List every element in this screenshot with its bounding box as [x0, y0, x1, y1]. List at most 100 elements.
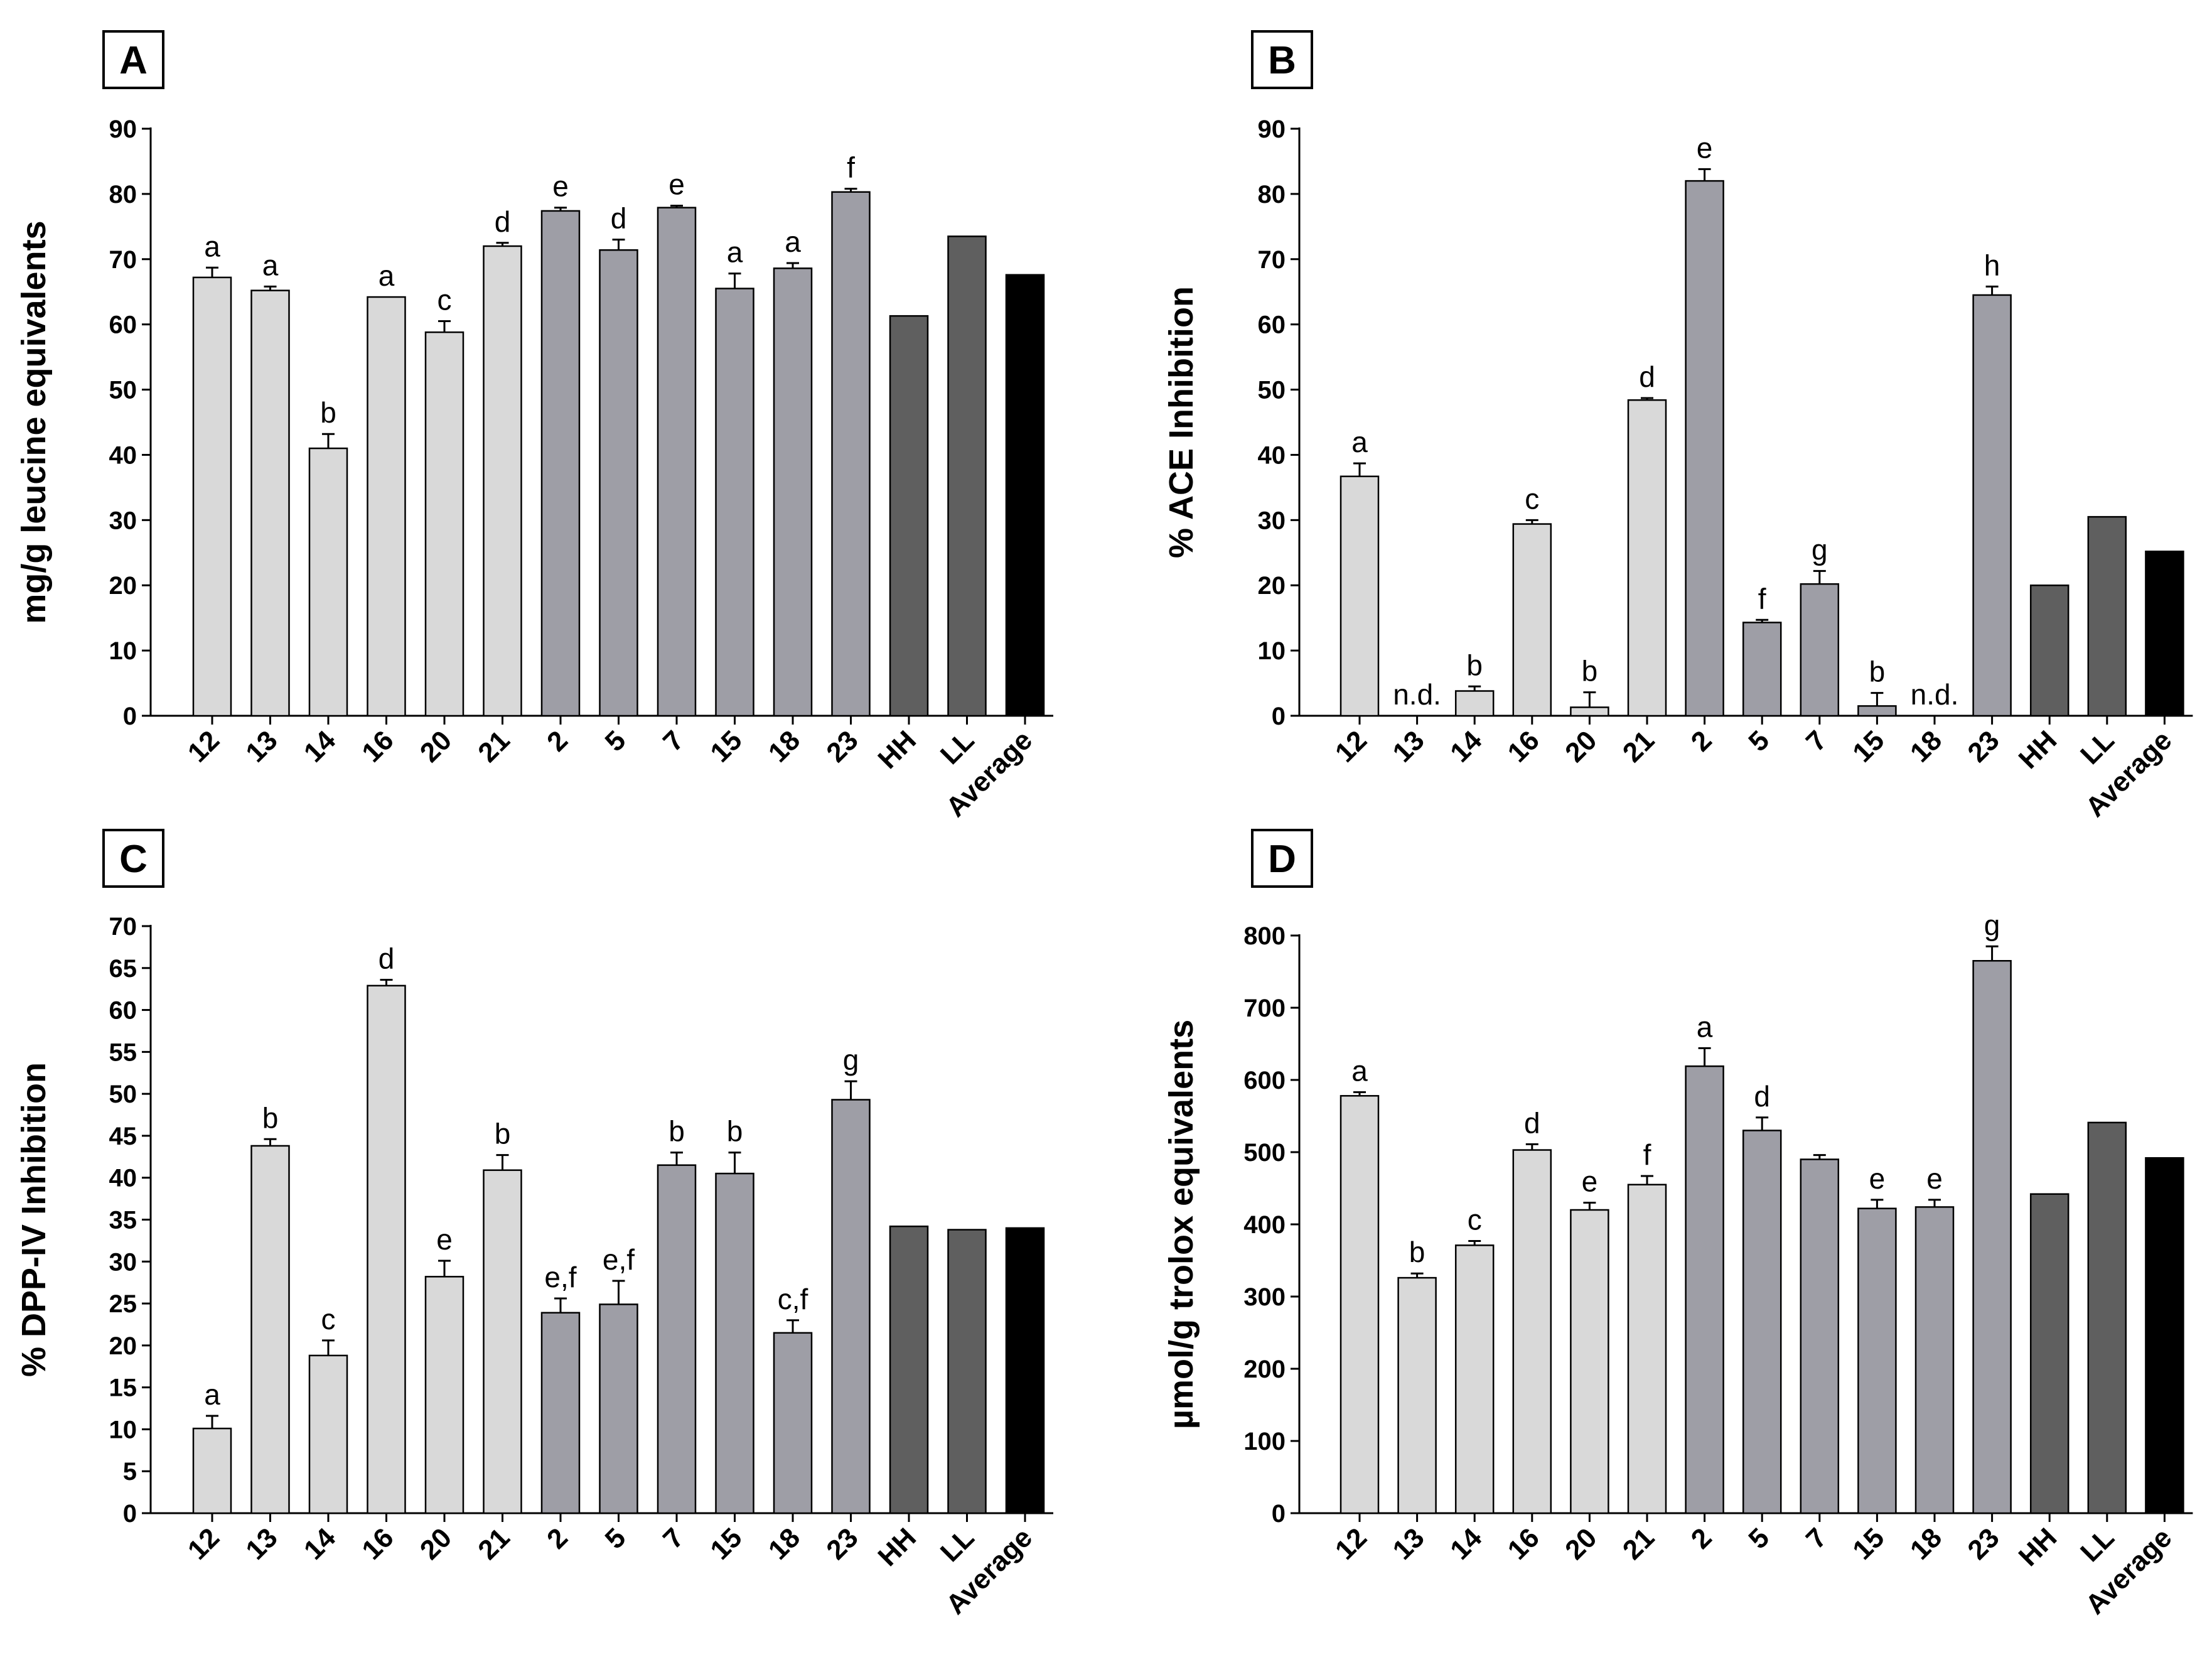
y-tick-label: 400 [1243, 1211, 1286, 1239]
significance-label: n.d. [1393, 678, 1441, 711]
significance-label: e [1869, 1162, 1886, 1195]
x-tick-label: 7 [1800, 725, 1833, 757]
x-tick-label: 2 [1685, 1522, 1718, 1555]
bar-hh [2029, 584, 2070, 717]
significance-label: f [1643, 1138, 1651, 1171]
bar-12 [192, 276, 232, 717]
significance-label: g [843, 1044, 859, 1076]
significance-label: f [847, 151, 855, 184]
x-tick-label: 21 [1617, 725, 1660, 768]
x-tick-label: 15 [1847, 725, 1890, 768]
significance-label: a [727, 236, 743, 269]
y-tick-label: 80 [109, 181, 137, 208]
bar-18 [773, 1332, 813, 1514]
x-tick-label: 15 [1847, 1522, 1890, 1565]
y-tick-label: 45 [109, 1123, 137, 1150]
bar-13 [1397, 1276, 1437, 1514]
bar-20 [424, 1276, 464, 1514]
bar-2 [1685, 1065, 1724, 1514]
significance-label: a [1351, 1055, 1368, 1087]
y-tick-label: 300 [1243, 1283, 1286, 1311]
bar-hh [889, 315, 929, 717]
y-tick-label: 700 [1243, 995, 1286, 1022]
y-tick-label: 10 [109, 637, 137, 665]
y-tick-label: 5 [123, 1458, 137, 1486]
bar-hh [2029, 1193, 2070, 1514]
y-tick-label: 55 [109, 1039, 137, 1066]
x-tick-label: 14 [1444, 1522, 1488, 1566]
x-tick-label: 15 [704, 725, 748, 768]
y-tick-label: 25 [109, 1290, 137, 1318]
x-tick-label: 5 [1742, 1522, 1775, 1555]
bar-16 [1512, 1149, 1552, 1514]
y-tick-label: 0 [1272, 1500, 1286, 1528]
bar-15 [1857, 1207, 1897, 1514]
y-axis-label: µmol/g trolox equivalents [1162, 1020, 1200, 1429]
y-tick-label: 30 [109, 1248, 137, 1276]
y-tick-label: 40 [109, 1165, 137, 1192]
significance-label: f [1758, 582, 1766, 615]
y-tick-label: 0 [1272, 703, 1286, 730]
y-axis-label: % DPP-IV Inhibition [15, 1062, 53, 1377]
y-tick-label: 60 [109, 311, 137, 339]
significance-label: b [1869, 655, 1886, 688]
y-tick-label: 20 [109, 1332, 137, 1360]
x-tick-label: 2 [541, 1522, 574, 1555]
significance-label: g [1984, 909, 2000, 941]
significance-label: e,f [603, 1243, 635, 1276]
panel-letter: D [1268, 838, 1296, 881]
y-tick-label: 10 [109, 1416, 137, 1443]
bar-7 [1800, 1158, 1840, 1514]
significance-label: d [1639, 360, 1655, 393]
bar-average [1005, 1227, 1045, 1514]
bar-5 [599, 249, 638, 717]
significance-label: c [1468, 1203, 1482, 1236]
y-tick-label: 70 [1258, 246, 1286, 274]
x-tick-label: 12 [182, 1522, 225, 1565]
y-tick-label: 90 [109, 116, 137, 143]
significance-label: d [379, 942, 395, 974]
significance-label: d [1754, 1080, 1770, 1113]
panel-letter: B [1268, 39, 1296, 82]
significance-label: a [785, 225, 801, 258]
y-tick-label: 100 [1243, 1428, 1286, 1455]
significance-label: a [204, 1378, 220, 1411]
x-tick-label: 23 [820, 1522, 864, 1565]
bar-18 [773, 267, 813, 717]
bar-21 [483, 1169, 522, 1514]
panel-letter-box [102, 829, 164, 888]
bar-average [2145, 550, 2184, 717]
significance-label: b [1409, 1236, 1425, 1268]
y-tick-label: 30 [109, 507, 137, 534]
y-tick-label: 40 [1258, 441, 1286, 469]
x-tick-label: 13 [1387, 1522, 1430, 1565]
y-tick-label: 40 [109, 441, 137, 469]
x-tick-label: 12 [1329, 1522, 1373, 1565]
y-tick-label: 800 [1243, 922, 1286, 950]
x-tick-label: 18 [763, 1522, 806, 1565]
x-tick-label: 2 [541, 725, 574, 757]
significance-label: c [1525, 482, 1539, 515]
y-axis-label: % ACE Inhibition [1162, 286, 1200, 558]
x-tick-label: 16 [1502, 725, 1545, 768]
x-tick-label: 18 [1904, 1522, 1948, 1565]
bar-23 [831, 191, 871, 717]
x-tick-label: 14 [1444, 725, 1488, 769]
significance-label: e [552, 170, 569, 203]
x-tick-label: 12 [182, 725, 225, 768]
x-tick-label: 23 [1962, 725, 2005, 768]
y-tick-label: 200 [1243, 1356, 1286, 1383]
y-tick-label: 50 [109, 377, 137, 404]
bar-16 [1512, 523, 1552, 717]
y-tick-label: 10 [1258, 637, 1286, 665]
bar-ll [2087, 515, 2127, 717]
y-tick-label: 600 [1243, 1067, 1286, 1094]
x-tick-label: 7 [657, 725, 690, 757]
significance-label: e [436, 1223, 453, 1256]
bar-2 [540, 1312, 581, 1514]
significance-label: d [1524, 1106, 1540, 1139]
bar-14 [308, 447, 348, 717]
panel-a: Amg/g leucine equivalents 0 10 20 30 40 50 60 70… [15, 30, 1053, 823]
significance-label: c [321, 1303, 336, 1335]
